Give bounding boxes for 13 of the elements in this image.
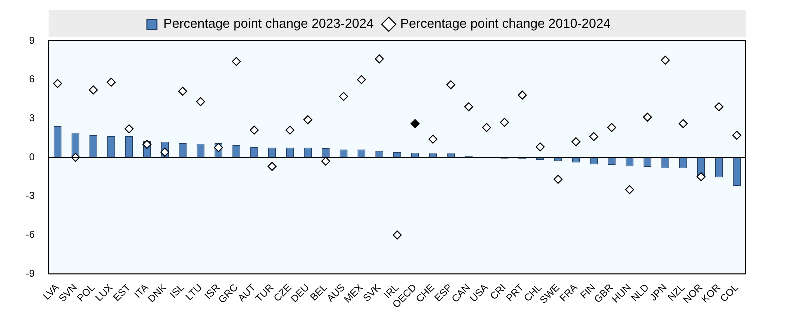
legend-label: Percentage point change 2023-2024 <box>164 16 374 32</box>
y-tick-label: -6 <box>26 230 36 241</box>
y-tick-label: 3 <box>29 113 36 124</box>
x-tick-label: USA <box>468 282 492 305</box>
y-tick-label: 6 <box>29 74 36 86</box>
y-tick-label: 0 <box>29 152 36 164</box>
y-tick-label: -3 <box>26 191 36 202</box>
x-tick-label: NLD <box>630 282 652 305</box>
y-tick-label: -9 <box>26 268 36 280</box>
x-tick-label: COL <box>718 282 742 305</box>
x-tick-label: FRA <box>558 282 580 305</box>
legend-label: Percentage point change 2010-2024 <box>400 16 611 32</box>
y-tick-label: 9 <box>29 36 36 47</box>
